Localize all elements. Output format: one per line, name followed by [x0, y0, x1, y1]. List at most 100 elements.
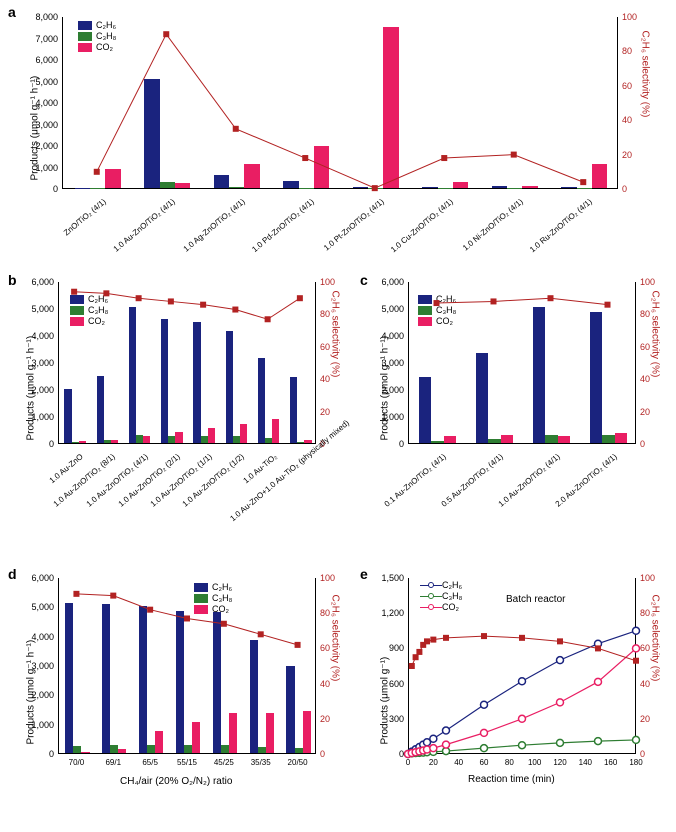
bar-co2 — [558, 436, 571, 443]
bar-c2h6 — [214, 175, 229, 188]
tick-left: 4,000 — [370, 331, 404, 341]
tick-right: 40 — [640, 679, 650, 689]
tick-left: 300 — [370, 714, 404, 724]
bar-co2 — [143, 436, 150, 443]
bar-c2h6 — [492, 186, 507, 188]
x-tick: 140 — [575, 758, 595, 767]
tick-right: 80 — [640, 608, 650, 618]
bar-co2 — [192, 722, 200, 753]
tick-left: 0 — [20, 749, 54, 759]
x-tick: 65/5 — [132, 758, 169, 767]
tick-right: 60 — [320, 643, 330, 653]
x-tick: 70/0 — [58, 758, 95, 767]
bar-c3h8 — [72, 442, 79, 443]
tick-left: 1,000 — [24, 163, 58, 173]
bar-c2h6 — [533, 307, 546, 443]
bar-c3h8 — [602, 435, 615, 443]
chart-a — [62, 17, 618, 189]
tick-left: 5,000 — [370, 304, 404, 314]
tick-left: 0 — [20, 439, 54, 449]
tick-right: 80 — [640, 309, 650, 319]
x-tick: 20 — [423, 758, 443, 767]
tick-right: 80 — [320, 608, 330, 618]
bar-co2 — [272, 419, 279, 443]
bar-co2 — [229, 713, 237, 753]
bar-c2h6 — [286, 666, 294, 753]
bar-c3h8 — [258, 747, 266, 753]
bar-co2 — [314, 146, 329, 188]
x-tick: 35/35 — [242, 758, 279, 767]
bar-c2h6 — [129, 307, 136, 443]
tick-left: 600 — [370, 679, 404, 689]
bar-c2h6 — [144, 79, 159, 188]
x-tick: 1.0 Pd-ZnO/TiO₂ (4/1) — [234, 197, 316, 268]
tick-right: 20 — [320, 407, 330, 417]
bar-co2 — [175, 432, 182, 443]
x-tick: ZnO/TiO₂ (4/1) — [25, 197, 107, 268]
x-tick: 100 — [525, 758, 545, 767]
y-right-label-b: C₂H₆ selectivity (%) — [330, 291, 341, 441]
bar-co2 — [208, 428, 215, 443]
bar-c3h8 — [168, 436, 175, 443]
chart-d — [58, 578, 316, 754]
bar-co2 — [444, 436, 457, 443]
tick-left: 1,000 — [20, 412, 54, 422]
tick-left: 5,000 — [24, 77, 58, 87]
x-tick: 20/50 — [279, 758, 316, 767]
panel-c-label: c — [360, 272, 368, 288]
tick-left: 6,000 — [24, 55, 58, 65]
x-label-d: CH₄/air (20% O₂/N₂) ratio — [120, 776, 232, 787]
tick-left: 3,000 — [370, 358, 404, 368]
bar-c3h8 — [221, 745, 229, 753]
x-tick: 160 — [601, 758, 621, 767]
tick-right: 20 — [640, 714, 650, 724]
bar-c3h8 — [488, 439, 501, 443]
y-right-label-c: C₂H₆ selectivity (%) — [650, 291, 661, 441]
tick-right: 100 — [640, 573, 655, 583]
bar-c3h8 — [545, 435, 558, 443]
x-tick: 180 — [626, 758, 646, 767]
x-tick: 1.0 Ni-ZnO/TiO₂ (4/1) — [442, 197, 524, 268]
bar-co2 — [79, 441, 86, 443]
bar-c2h6 — [590, 312, 603, 443]
x-tick: 1.0 Ru-ZnO/TiO₂ (4/1) — [512, 197, 594, 268]
tick-right: 100 — [640, 277, 655, 287]
tick-right: 20 — [622, 150, 632, 160]
tick-right: 0 — [320, 749, 325, 759]
panel-e-label: e — [360, 566, 368, 582]
bar-c3h8 — [104, 440, 111, 443]
tick-right: 20 — [320, 714, 330, 724]
tick-right: 100 — [622, 12, 637, 22]
bar-c3h8 — [295, 748, 303, 753]
x-tick: 80 — [499, 758, 519, 767]
bar-co2 — [266, 713, 274, 753]
x-tick: 69/1 — [95, 758, 132, 767]
bar-co2 — [304, 440, 311, 443]
tick-left: 1,000 — [20, 720, 54, 730]
bar-c2h6 — [161, 319, 168, 443]
tick-right: 40 — [320, 374, 330, 384]
bar-c2h6 — [353, 187, 368, 188]
bar-co2 — [453, 182, 468, 188]
tick-right: 40 — [320, 679, 330, 689]
tick-right: 40 — [640, 374, 650, 384]
panel-d: d C₂H₆ C₃H₈ CO₂ Products (μmol g⁻¹ h⁻¹) … — [0, 564, 350, 830]
bar-co2 — [240, 424, 247, 443]
bar-c2h6 — [561, 187, 576, 188]
tick-left: 8,000 — [24, 12, 58, 22]
bar-c2h6 — [139, 606, 147, 753]
tick-left: 2,000 — [24, 141, 58, 151]
bar-c3h8 — [136, 435, 143, 443]
tick-left: 4,000 — [24, 98, 58, 108]
bar-co2 — [383, 27, 398, 188]
bar-c2h6 — [283, 181, 298, 188]
bar-c2h6 — [422, 187, 437, 188]
bar-co2 — [303, 711, 311, 753]
bar-c2h6 — [102, 604, 110, 753]
bar-c3h8 — [201, 436, 208, 443]
x-tick: 1.0 Au-ZnO/TiO₂ (4/1) — [95, 197, 177, 268]
y-right-label-e: C₂H₆ selectivity (%) — [650, 595, 661, 745]
bar-c2h6 — [176, 611, 184, 753]
x-tick: 1.0 Pt-ZnO/TiO₂ (4/1) — [303, 197, 385, 268]
tick-right: 60 — [640, 643, 650, 653]
